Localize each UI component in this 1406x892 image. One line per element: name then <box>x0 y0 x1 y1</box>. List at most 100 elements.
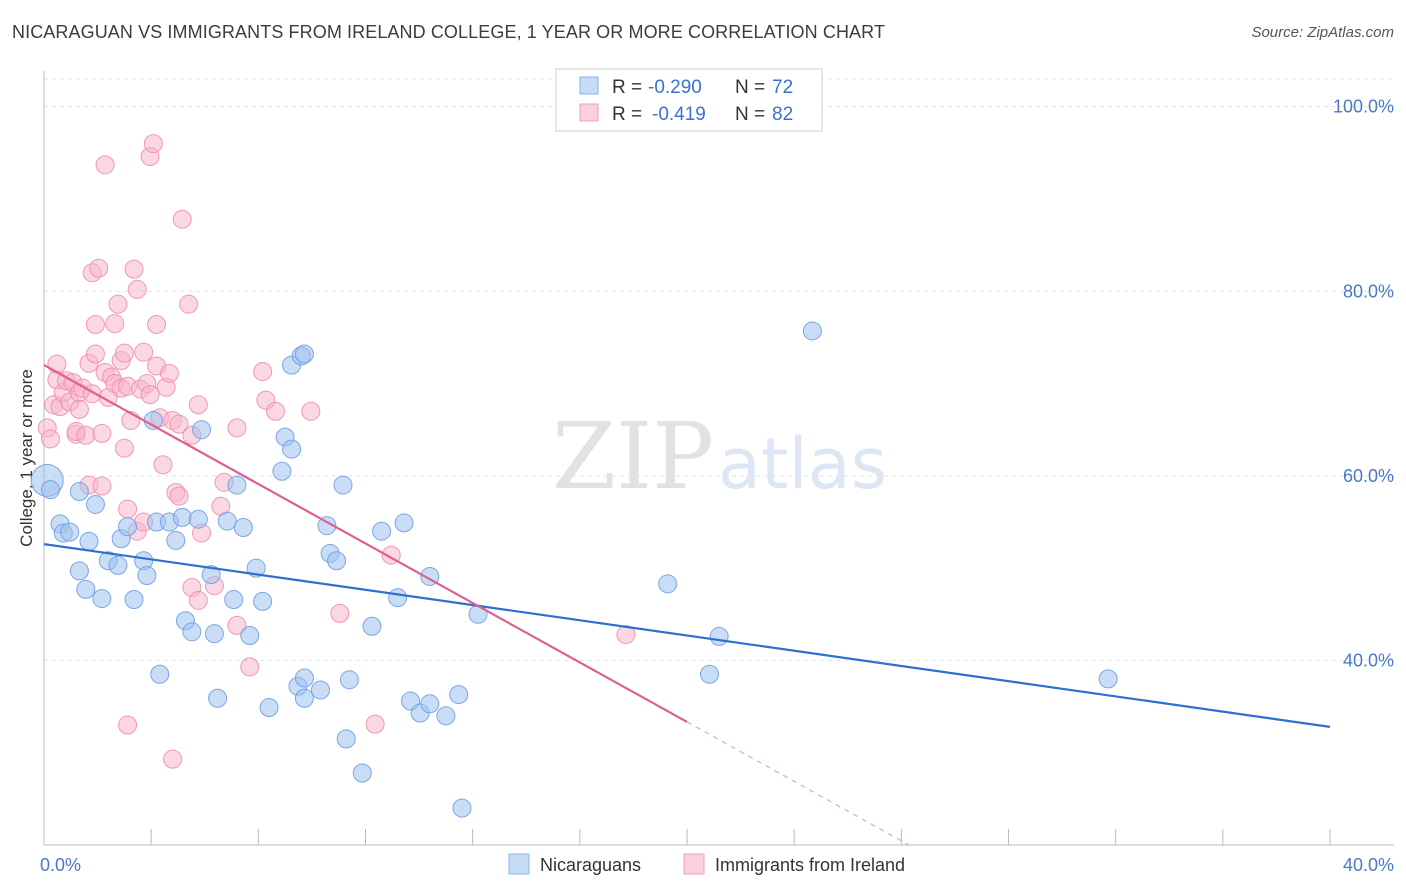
point-ireland-4 <box>47 354 67 374</box>
point-nicaraguans-46 <box>294 344 314 364</box>
legend-bottom-swatch-ireland <box>683 853 705 875</box>
legend-n-value-1: 72 <box>772 77 793 98</box>
y-tick-label-80: 80.0% <box>1343 281 1394 301</box>
point-nicaraguans-32 <box>224 590 244 610</box>
point-ireland-13 <box>69 399 89 419</box>
point-nicaraguans-53 <box>336 729 356 749</box>
point-nicaraguans-64 <box>436 706 456 726</box>
axes <box>43 71 1394 846</box>
trend-line-nicaraguans <box>43 543 1331 728</box>
point-ireland-38 <box>118 499 138 519</box>
legend-n-label-1: N = <box>735 77 765 98</box>
point-ireland-1 <box>40 429 60 449</box>
point-nicaraguans-63 <box>420 694 440 714</box>
series-immigrants-from-ireland <box>37 134 636 769</box>
point-ireland-15 <box>76 425 96 445</box>
point-nicaraguans-12 <box>108 555 128 575</box>
point-ireland-26 <box>95 155 115 175</box>
point-ireland-40 <box>124 259 144 279</box>
point-nicaraguans-30 <box>208 688 228 708</box>
point-nicaraguans-23 <box>172 507 192 527</box>
trend-line-ireland-extrapolated <box>686 721 910 846</box>
point-nicaraguans-33 <box>227 475 247 495</box>
x-tick-label-max: 40.0% <box>1343 855 1394 875</box>
point-nicaraguans-57 <box>372 521 392 541</box>
point-ireland-21 <box>85 344 105 364</box>
series-nicaraguans <box>30 321 1118 818</box>
point-nicaraguans-14 <box>118 517 138 537</box>
point-nicaraguans-35 <box>240 626 260 646</box>
point-ireland-44 <box>134 342 154 362</box>
point-ireland-77 <box>301 401 321 421</box>
point-ireland-20 <box>85 314 105 334</box>
legend-r-value-2: -0.419 <box>652 104 706 125</box>
point-ireland-49 <box>143 134 163 154</box>
point-ireland-37 <box>118 715 138 735</box>
point-ireland-34 <box>114 438 134 458</box>
point-nicaraguans-8 <box>76 579 96 599</box>
point-nicaraguans-7 <box>69 561 89 581</box>
point-ireland-65 <box>188 590 208 610</box>
point-nicaraguans-22 <box>166 530 186 550</box>
point-nicaraguans-68 <box>658 574 678 594</box>
point-nicaraguans-25 <box>182 622 202 642</box>
legend-bottom-label-nicaraguans: Nicaraguans <box>540 855 641 875</box>
point-ireland-29 <box>105 314 125 334</box>
point-nicaraguans-4 <box>60 522 80 542</box>
point-nicaraguans-43 <box>294 668 314 688</box>
point-ireland-79 <box>365 714 385 734</box>
watermark-zip: ZIP <box>552 403 714 510</box>
point-nicaraguans-49 <box>317 516 337 536</box>
point-ireland-35 <box>114 343 134 363</box>
point-nicaraguans-48 <box>310 680 330 700</box>
point-nicaraguans-59 <box>394 513 414 533</box>
point-nicaraguans-15 <box>124 590 144 610</box>
x-tick-label-min: 0.0% <box>40 855 81 875</box>
point-ireland-74 <box>253 362 273 382</box>
point-nicaraguans-6 <box>85 494 105 514</box>
point-ireland-53 <box>153 455 173 475</box>
point-nicaraguans-31 <box>217 511 237 531</box>
point-nicaraguans-55 <box>352 763 372 783</box>
point-nicaraguans-51 <box>327 551 347 571</box>
point-nicaraguans-38 <box>259 697 279 717</box>
point-ireland-57 <box>163 749 183 769</box>
point-ireland-23 <box>92 476 112 496</box>
source-label: Source: ZipAtlas.com <box>1251 24 1394 41</box>
point-nicaraguans-28 <box>201 565 221 585</box>
point-ireland-62 <box>179 294 199 314</box>
point-nicaraguans-17 <box>137 566 157 586</box>
point-nicaraguans-65 <box>449 685 469 705</box>
watermark-atlas: atlas <box>718 423 887 505</box>
legend-r-label-2: R = <box>612 104 642 125</box>
point-ireland-55 <box>159 363 179 383</box>
legend-bottom: Nicaraguans Immigrants from Ireland <box>508 853 905 875</box>
point-nicaraguans-26 <box>188 509 208 529</box>
point-ireland-31 <box>108 294 128 314</box>
legend-swatch-ireland <box>579 103 599 122</box>
point-ireland-24 <box>92 423 112 443</box>
point-nicaraguans-27 <box>192 420 212 440</box>
trend-line-ireland <box>43 364 688 723</box>
point-ireland-76 <box>265 401 285 421</box>
legend-r-label-1: R = <box>612 77 642 98</box>
legend-n-label-2: N = <box>735 104 765 125</box>
y-tick-label-40: 40.0% <box>1343 650 1394 670</box>
legend-bottom-label-ireland: Immigrants from Ireland <box>715 855 905 875</box>
point-nicaraguans-56 <box>362 616 382 636</box>
point-ireland-71 <box>227 615 247 635</box>
point-nicaraguans-47 <box>294 688 314 708</box>
point-nicaraguans-9 <box>92 589 112 609</box>
point-nicaraguans-1 <box>40 480 60 500</box>
point-nicaraguans-72 <box>1098 669 1118 689</box>
point-nicaraguans-39 <box>272 461 292 481</box>
chart-title: NICARAGUAN VS IMMIGRANTS FROM IRELAND CO… <box>12 22 886 42</box>
legend-r-value-1: -0.290 <box>648 77 702 98</box>
point-nicaraguans-52 <box>333 475 353 495</box>
point-nicaraguans-66 <box>452 798 472 818</box>
point-nicaraguans-69 <box>700 664 720 684</box>
point-nicaraguans-67 <box>468 604 488 624</box>
point-ireland-78 <box>330 603 350 623</box>
point-ireland-81 <box>616 625 636 645</box>
